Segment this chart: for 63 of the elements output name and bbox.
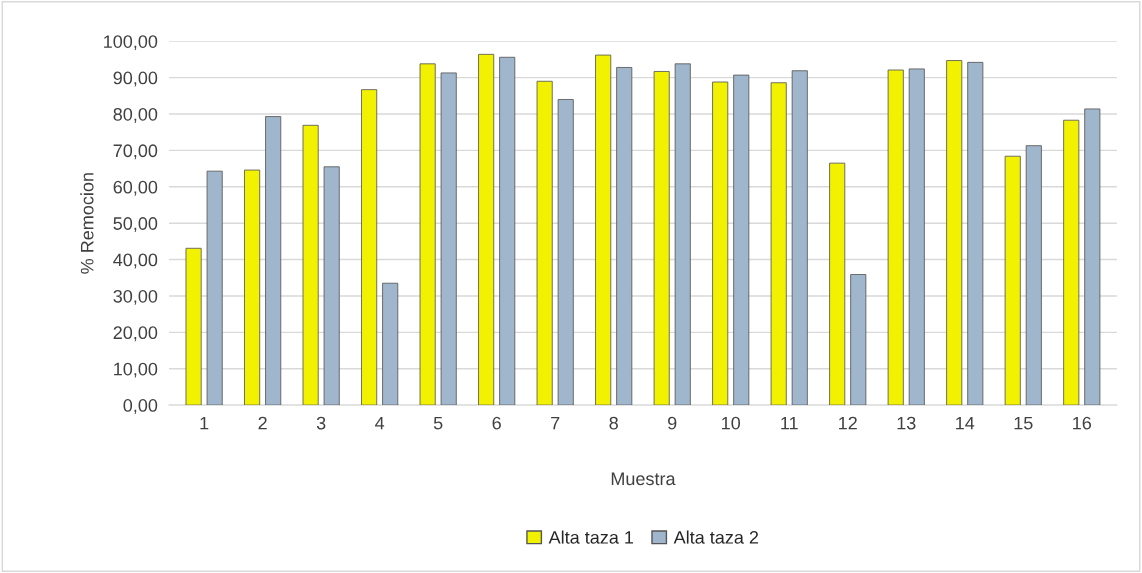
bar	[712, 81, 729, 406]
y-tick-label: 60,00	[113, 180, 158, 196]
bar	[244, 169, 261, 406]
bar	[1025, 145, 1042, 406]
bar	[206, 170, 223, 406]
y-tick-label: 30,00	[113, 289, 158, 305]
bar	[770, 82, 787, 406]
x-tick-label: 3	[316, 416, 326, 430]
bar	[791, 70, 808, 406]
y-tick-label: 40,00	[113, 253, 158, 269]
x-tick-label: 14	[956, 416, 975, 430]
bar	[361, 89, 378, 406]
y-tick-label: 90,00	[113, 71, 158, 87]
y-tick-label: 0,00	[123, 399, 158, 414]
bar	[302, 124, 319, 406]
x-tick-label: 12	[839, 416, 857, 430]
bar	[265, 116, 282, 406]
x-tick-label: 5	[433, 416, 443, 430]
bar	[478, 53, 495, 406]
bar	[829, 162, 846, 406]
bar	[419, 63, 436, 406]
legend-label: Alta taza 1	[548, 530, 634, 544]
bar	[887, 69, 904, 406]
x-tick-label: 2	[258, 416, 267, 430]
bar	[967, 61, 984, 406]
x-tick-label: 16	[1073, 416, 1092, 430]
bar	[1084, 108, 1101, 406]
bar	[185, 247, 202, 406]
bar	[382, 282, 399, 406]
x-tick-label: 8	[609, 416, 618, 430]
bar	[595, 54, 612, 406]
x-tick-label: 10	[722, 416, 741, 430]
bar	[733, 74, 750, 406]
y-tick-label: 50,00	[113, 217, 158, 233]
y-tick-label: 80,00	[113, 107, 158, 123]
x-tick-label: 9	[668, 416, 677, 430]
bar	[946, 60, 963, 406]
bar	[557, 99, 574, 406]
bar	[908, 68, 925, 406]
legend-label: Alta taza 2	[673, 530, 759, 544]
x-tick-label: 7	[551, 416, 560, 430]
bar	[616, 67, 633, 406]
bar	[1063, 119, 1080, 406]
x-tick-label: 13	[897, 416, 916, 430]
y-tick-label: 70,00	[113, 144, 158, 160]
y-tick-label: 100,00	[104, 35, 158, 51]
x-tick-label: 11	[781, 416, 798, 430]
x-tick-label: 15	[1014, 416, 1033, 430]
y-axis-title: % Remocion	[80, 173, 94, 274]
bar	[536, 80, 553, 406]
bar	[850, 274, 867, 406]
bar	[674, 63, 691, 406]
y-tick-label: 20,00	[113, 326, 158, 342]
x-tick-label: 6	[492, 416, 501, 430]
bar	[440, 72, 457, 406]
x-axis-title: Muestra	[611, 472, 676, 486]
bar	[499, 56, 516, 406]
x-tick-label: 4	[375, 416, 385, 430]
y-tick-label: 10,00	[114, 362, 158, 378]
x-tick-label: 1	[200, 416, 209, 430]
bar	[1004, 155, 1021, 406]
bar	[653, 71, 670, 406]
bar	[323, 166, 340, 406]
